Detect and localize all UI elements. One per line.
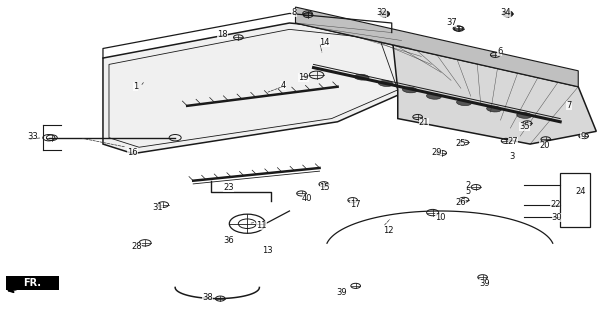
Text: 17: 17 (350, 200, 360, 209)
Text: 1: 1 (133, 82, 138, 91)
Text: 24: 24 (575, 188, 586, 196)
Ellipse shape (355, 74, 369, 80)
Text: 32: 32 (377, 8, 387, 17)
Text: 16: 16 (127, 148, 137, 156)
Text: 33: 33 (27, 132, 38, 140)
Text: 2: 2 (465, 181, 470, 190)
Text: 13: 13 (262, 246, 273, 255)
Text: 30: 30 (552, 213, 563, 222)
Text: 36: 36 (223, 236, 234, 245)
Text: 39: 39 (336, 288, 347, 297)
Text: 21: 21 (419, 118, 429, 127)
Text: 9: 9 (580, 132, 586, 140)
Text: 3: 3 (509, 152, 514, 161)
Polygon shape (103, 23, 410, 154)
Polygon shape (295, 23, 596, 144)
Ellipse shape (487, 106, 502, 112)
Text: 7: 7 (566, 101, 572, 110)
Ellipse shape (456, 100, 472, 106)
Text: 11: 11 (256, 221, 267, 230)
Text: 18: 18 (217, 30, 228, 39)
Text: 38: 38 (202, 293, 213, 302)
Text: 14: 14 (320, 38, 330, 47)
Text: 8: 8 (291, 8, 297, 17)
Text: 39: 39 (479, 279, 490, 288)
Text: 10: 10 (435, 213, 446, 222)
Text: FR.: FR. (23, 278, 41, 288)
Text: 34: 34 (500, 8, 511, 17)
Text: 12: 12 (383, 226, 393, 235)
Text: 29: 29 (432, 148, 442, 157)
Text: 6: 6 (497, 47, 502, 56)
Text: 31: 31 (153, 203, 163, 212)
Ellipse shape (517, 112, 531, 118)
FancyBboxPatch shape (5, 276, 59, 290)
Ellipse shape (426, 93, 441, 99)
Text: 40: 40 (302, 194, 312, 204)
Text: 22: 22 (550, 200, 560, 209)
Text: 25: 25 (455, 139, 466, 148)
Text: 19: 19 (298, 73, 309, 82)
Text: 35: 35 (519, 122, 530, 132)
Ellipse shape (402, 87, 417, 93)
Text: 20: 20 (539, 140, 550, 149)
Text: 4: 4 (280, 81, 286, 90)
Text: 15: 15 (320, 183, 330, 192)
Ellipse shape (378, 81, 393, 86)
Text: 23: 23 (223, 183, 234, 192)
Text: 5: 5 (465, 188, 470, 196)
Text: 27: 27 (508, 137, 519, 146)
Text: 37: 37 (446, 19, 456, 28)
Polygon shape (295, 7, 578, 87)
Text: 28: 28 (132, 243, 142, 252)
Text: 26: 26 (455, 197, 466, 206)
